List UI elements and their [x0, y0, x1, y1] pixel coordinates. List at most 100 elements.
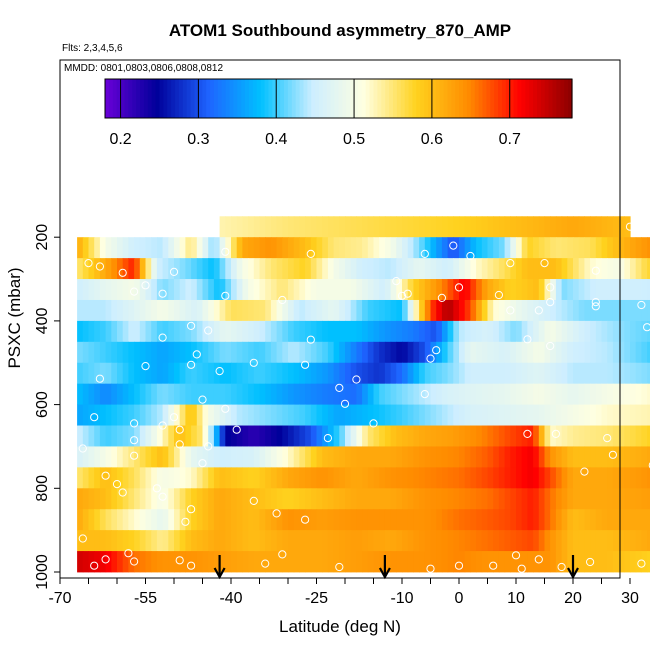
heatmap-cell — [88, 299, 95, 322]
heatmap-cell — [156, 237, 164, 259]
heatmap-cell — [276, 216, 283, 238]
heatmap-cell — [111, 467, 118, 489]
heatmap-cell — [459, 383, 466, 406]
colorbar-swatch — [241, 79, 246, 118]
heatmap-cell — [367, 279, 375, 301]
heatmap-cell — [236, 446, 243, 468]
heatmap-cell — [299, 530, 306, 552]
heatmap-cell — [504, 530, 511, 552]
heatmap-cell — [174, 530, 181, 552]
heatmap-cell — [276, 551, 283, 573]
heatmap-cell — [322, 362, 329, 385]
heatmap-cell — [242, 446, 249, 468]
heatmap-cell — [396, 383, 403, 406]
heatmap-cell — [612, 404, 620, 426]
heatmap-cell — [117, 383, 124, 406]
sample-point — [130, 436, 139, 445]
heatmap-cell — [555, 446, 563, 468]
heatmap-cell — [117, 341, 124, 364]
heatmap-cell — [453, 488, 460, 510]
sample-point — [449, 241, 458, 250]
heatmap-cell — [327, 299, 335, 322]
heatmap-cell — [270, 299, 278, 322]
colorbar-swatch — [186, 79, 192, 118]
heatmap-cell — [590, 341, 597, 364]
heatmap-cell — [231, 551, 238, 573]
colorbar-swatch — [451, 79, 456, 118]
heatmap-cell — [77, 383, 84, 406]
heatmap-cell — [219, 488, 226, 510]
heatmap-cell — [441, 488, 449, 510]
heatmap-cell — [618, 237, 625, 259]
heatmap-cell — [447, 258, 454, 280]
heatmap-cell — [402, 425, 409, 447]
heatmap-cell — [299, 362, 306, 385]
sample-point — [546, 283, 555, 292]
heatmap-cell — [584, 488, 591, 510]
heatmap-cell — [544, 446, 551, 468]
heatmap-cell — [168, 383, 175, 406]
heatmap-cell — [424, 551, 432, 573]
heatmap-cell — [208, 299, 215, 322]
heatmap-cell — [407, 320, 414, 343]
heatmap-cell — [601, 551, 608, 573]
heatmap-cell — [339, 258, 346, 280]
heatmap-cell — [156, 258, 164, 280]
sample-point — [118, 488, 127, 497]
heatmap-cell — [630, 237, 637, 259]
heatmap-cell — [122, 237, 129, 259]
heatmap-cell — [219, 530, 226, 552]
heatmap-cell — [305, 362, 312, 385]
heatmap-cell — [555, 488, 563, 510]
heatmap-cell — [390, 404, 397, 426]
heatmap-cell — [162, 320, 169, 343]
heatmap-cell — [555, 237, 563, 259]
heatmap-cell — [367, 320, 375, 343]
colorbar-swatch — [509, 79, 515, 118]
heatmap-cell — [561, 258, 568, 280]
heatmap-cell — [248, 404, 255, 426]
colorbar-swatch — [295, 79, 301, 118]
heatmap-cell — [356, 362, 363, 385]
heatmap-cell — [550, 446, 557, 468]
heatmap-cell — [379, 237, 386, 259]
heatmap-cell — [231, 320, 238, 343]
heatmap-cell — [236, 279, 243, 301]
sample-point — [158, 289, 167, 298]
heatmap-cell — [413, 258, 420, 280]
heatmap-cell — [373, 320, 380, 343]
heatmap-cell — [259, 467, 266, 489]
heatmap-cell — [282, 216, 289, 238]
heatmap-cell — [419, 216, 426, 238]
sample-point — [466, 251, 475, 261]
heatmap-cell — [139, 341, 147, 364]
heatmap-cell — [481, 341, 489, 364]
heatmap-cell — [578, 425, 585, 447]
heatmap-cell — [88, 425, 95, 447]
heatmap-cell — [396, 341, 403, 364]
heatmap-cell — [225, 341, 232, 364]
heatmap-cell — [333, 530, 340, 552]
heatmap-cell — [265, 237, 272, 259]
heatmap-cell — [111, 341, 118, 364]
heatmap-cell — [236, 383, 243, 406]
sample-point — [181, 517, 190, 526]
heatmap-cell — [174, 279, 181, 301]
heatmap-cell — [533, 258, 540, 280]
heatmap-cell — [624, 488, 631, 510]
heatmap-cell — [430, 237, 437, 259]
heatmap-cell — [236, 467, 243, 489]
flight-arrow-head — [378, 567, 391, 580]
colorbar-swatch — [140, 79, 145, 118]
colorbar-swatch — [544, 79, 550, 118]
heatmap-cell — [607, 258, 614, 280]
heatmap-cell — [191, 362, 198, 385]
heatmap-cell — [156, 320, 164, 343]
heatmap-cell — [561, 425, 568, 447]
heatmap-cell — [305, 383, 312, 406]
heatmap-cell — [99, 446, 107, 468]
heatmap-cell — [270, 551, 278, 573]
heatmap-cell — [538, 362, 546, 385]
colorbar-swatch — [525, 79, 530, 118]
heatmap-cell — [396, 279, 403, 301]
